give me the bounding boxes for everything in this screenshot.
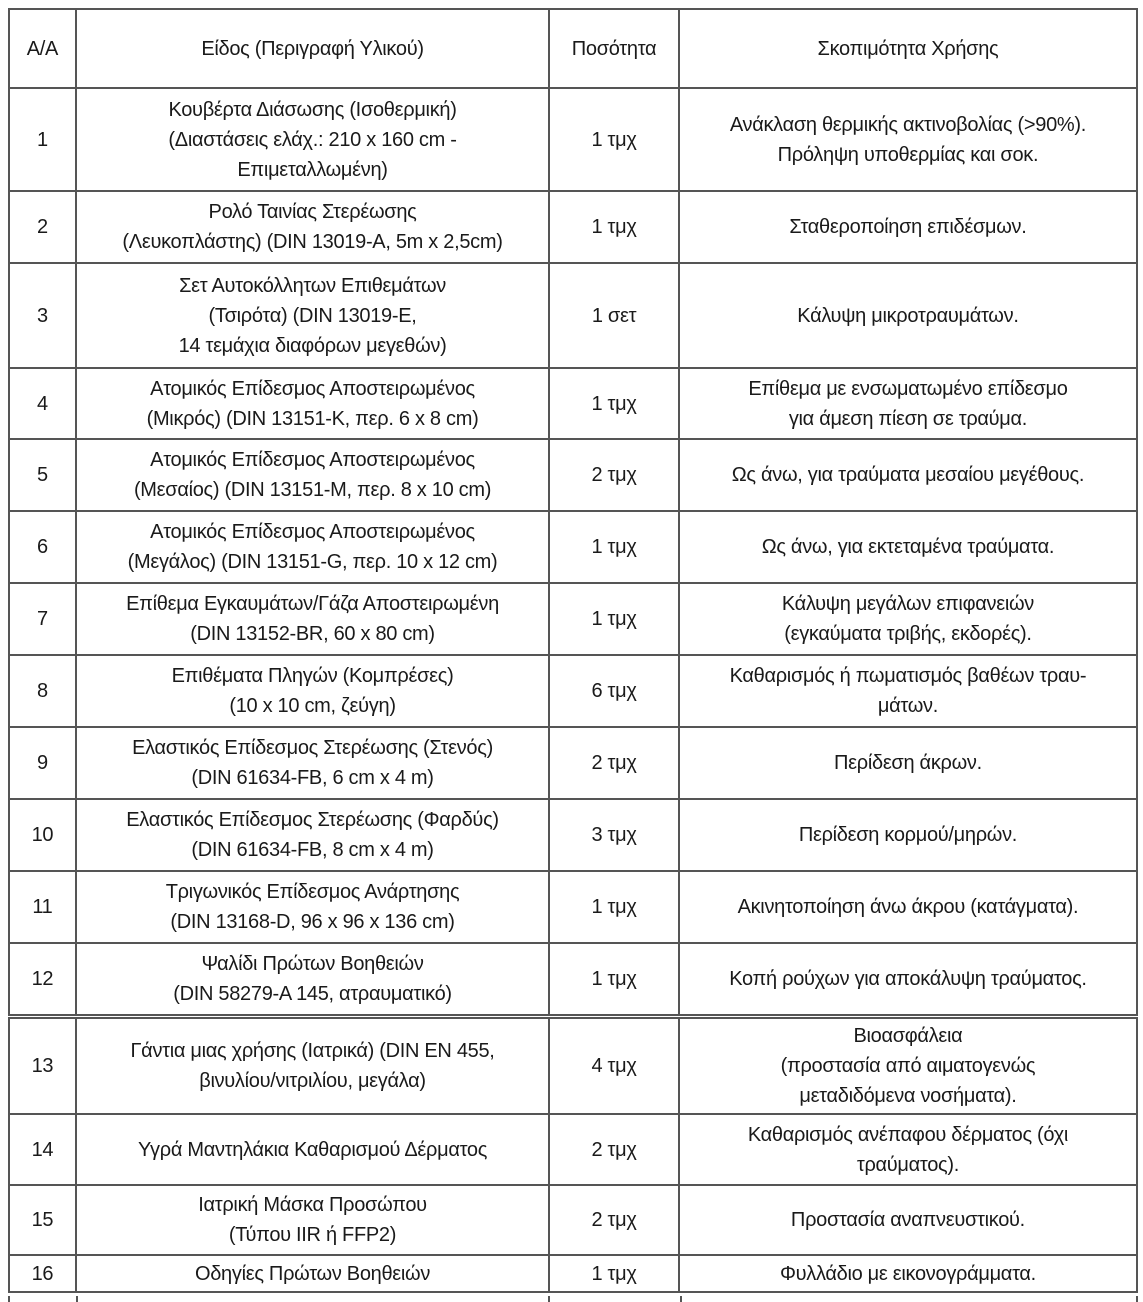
- table-row: 12 Ψαλίδι Πρώτων Βοηθειών (DIN 58279-A 14…: [8, 942, 1139, 1018]
- usage-purpose: Περίδεση άκρων.: [677, 726, 1139, 800]
- item-description: Επίθεμα Εγκαυμάτων/Γάζα Αποστειρωμένη (D…: [74, 582, 551, 656]
- row-number: 3: [8, 262, 77, 369]
- column-divider: [680, 1296, 682, 1302]
- row-number: 14: [8, 1113, 77, 1186]
- quantity: 1 τμχ: [548, 870, 680, 944]
- table-row: 14 Υγρά Μαντηλάκια Καθαρισμού Δέρματος 2 τ…: [8, 1113, 1139, 1186]
- row-number: 11: [8, 870, 77, 944]
- table-row: 6 Ατομικός Επίδεσμος Αποστειρωμένος (Μεγά…: [8, 510, 1139, 584]
- usage-purpose: Σταθεροποίηση επιδέσμων.: [677, 190, 1139, 264]
- table-row: 16 Οδηγίες Πρώτων Βοηθειών 1 τμχ Φυλλάδιο μ…: [8, 1254, 1139, 1293]
- item-description: Οδηγίες Πρώτων Βοηθειών: [74, 1254, 551, 1293]
- column-divider: [8, 1296, 10, 1302]
- item-description: Ατομικός Επίδεσμος Αποστειρωμένος (Μικρό…: [74, 367, 551, 440]
- row-number: 2: [8, 190, 77, 264]
- usage-purpose: Επίθεμα με ενσωματωμένο επίδεσμο για άμε…: [677, 367, 1139, 440]
- table-row: 10 Ελαστικός Επίδεσμος Στερέωσης (Φαρδύς)…: [8, 798, 1139, 872]
- table-row: 15 Ιατρική Μάσκα Προσώπου (Τύπου IIR ή FF…: [8, 1184, 1139, 1256]
- quantity: 2 τμχ: [548, 726, 680, 800]
- item-description: Ψαλίδι Πρώτων Βοηθειών (DIN 58279-A 145,…: [74, 942, 551, 1018]
- item-description: Κουβέρτα Διάσωσης (Ισοθερμική) (Διαστάσε…: [74, 87, 551, 192]
- table-row: 4 Ατομικός Επίδεσμος Αποστειρωμένος (Μικρ…: [8, 367, 1139, 440]
- row-number: 7: [8, 582, 77, 656]
- table-row: 1 Κουβέρτα Διάσωσης (Ισοθερμική) (Διαστάσ…: [8, 87, 1139, 192]
- table-row: 13 Γάντια μιας χρήσης (Ιατρικά) (DIN EN 4…: [8, 1014, 1139, 1115]
- table-row: 5 Ατομικός Επίδεσμος Αποστειρωμένος (Μεσα…: [8, 438, 1139, 512]
- first-aid-kit-table: Α/Α Είδος (Περιγραφή Υλικού) Ποσότητα Σκ…: [8, 8, 1139, 1293]
- header-quantity: Ποσότητα: [548, 8, 680, 89]
- usage-purpose: Ως άνω, για τραύματα μεσαίου μεγέθους.: [677, 438, 1139, 512]
- item-description: Επιθέματα Πληγών (Κομπρέσες) (10 x 10 cm…: [74, 654, 551, 728]
- table-row: 9 Ελαστικός Επίδεσμος Στερέωσης (Στενός) …: [8, 726, 1139, 800]
- header-purpose: Σκοπιμότητα Χρήσης: [677, 8, 1139, 89]
- quantity: 3 τμχ: [548, 798, 680, 872]
- table-continuation: [0, 1296, 1143, 1302]
- table-row: 2 Ρολό Ταινίας Στερέωσης (Λευκοπλάστης) (…: [8, 190, 1139, 264]
- item-description: Γάντια μιας χρήσης (Ιατρικά) (DIN EN 455…: [74, 1014, 551, 1115]
- column-divider: [76, 1296, 78, 1302]
- usage-purpose: Καθαρισμός ανέπαφου δέρματος (όχι τραύμα…: [677, 1113, 1139, 1186]
- quantity: 2 τμχ: [548, 1184, 680, 1256]
- usage-purpose: Ως άνω, για εκτεταμένα τραύματα.: [677, 510, 1139, 584]
- row-number: 12: [8, 942, 77, 1018]
- quantity: 1 τμχ: [548, 510, 680, 584]
- table-row: 8 Επιθέματα Πληγών (Κομπρέσες) (10 x 10 c…: [8, 654, 1139, 728]
- column-divider: [1136, 1296, 1138, 1302]
- header-row: Α/Α Είδος (Περιγραφή Υλικού) Ποσότητα Σκ…: [8, 8, 1139, 89]
- usage-purpose: Βιοασφάλεια (προστασία από αιματογενώς μ…: [677, 1014, 1139, 1115]
- row-number: 10: [8, 798, 77, 872]
- header-item: Είδος (Περιγραφή Υλικού): [74, 8, 551, 89]
- row-number: 9: [8, 726, 77, 800]
- quantity: 1 τμχ: [548, 1254, 680, 1293]
- row-number: 8: [8, 654, 77, 728]
- column-divider: [548, 1296, 550, 1302]
- item-description: Τριγωνικός Επίδεσμος Ανάρτησης (DIN 1316…: [74, 870, 551, 944]
- usage-purpose: Κάλυψη μεγάλων επιφανειών (εγκαύματα τρι…: [677, 582, 1139, 656]
- quantity: 1 τμχ: [548, 190, 680, 264]
- row-number: 6: [8, 510, 77, 584]
- quantity: 2 τμχ: [548, 438, 680, 512]
- header-number: Α/Α: [8, 8, 77, 89]
- row-number: 4: [8, 367, 77, 440]
- row-number: 5: [8, 438, 77, 512]
- usage-purpose: Καθαρισμός ή πωματισμός βαθέων τραυ- μάτ…: [677, 654, 1139, 728]
- quantity: 2 τμχ: [548, 1113, 680, 1186]
- item-description: Ατομικός Επίδεσμος Αποστειρωμένος (Μεγάλ…: [74, 510, 551, 584]
- usage-purpose: Ανάκλαση θερμικής ακτινοβολίας (>90%). Π…: [677, 87, 1139, 192]
- row-number: 1: [8, 87, 77, 192]
- item-description: Ατομικός Επίδεσμος Αποστειρωμένος (Μεσαί…: [74, 438, 551, 512]
- item-description: Ρολό Ταινίας Στερέωσης (Λευκοπλάστης) (D…: [74, 190, 551, 264]
- quantity: 1 τμχ: [548, 367, 680, 440]
- table-row: 3 Σετ Αυτοκόλλητων Επιθεμάτων (Τσιρότα) (…: [8, 262, 1139, 369]
- row-number: 13: [8, 1014, 77, 1115]
- usage-purpose: Προστασία αναπνευστικού.: [677, 1184, 1139, 1256]
- table-row: 11 Τριγωνικός Επίδεσμος Ανάρτησης (DIN 13…: [8, 870, 1139, 944]
- quantity: 6 τμχ: [548, 654, 680, 728]
- item-description: Σετ Αυτοκόλλητων Επιθεμάτων (Τσιρότα) (D…: [74, 262, 551, 369]
- quantity: 1 σετ: [548, 262, 680, 369]
- usage-purpose: Περίδεση κορμού/μηρών.: [677, 798, 1139, 872]
- usage-purpose: Φυλλάδιο με εικονογράμματα.: [677, 1254, 1139, 1293]
- usage-purpose: Κοπή ρούχων για αποκάλυψη τραύματος.: [677, 942, 1139, 1018]
- table-row: 7 Επίθεμα Εγκαυμάτων/Γάζα Αποστειρωμένη (…: [8, 582, 1139, 656]
- quantity: 1 τμχ: [548, 942, 680, 1018]
- item-description: Ελαστικός Επίδεσμος Στερέωσης (Φαρδύς) (…: [74, 798, 551, 872]
- row-number: 15: [8, 1184, 77, 1256]
- item-description: Ελαστικός Επίδεσμος Στερέωσης (Στενός) (…: [74, 726, 551, 800]
- usage-purpose: Ακινητοποίηση άνω άκρου (κατάγματα).: [677, 870, 1139, 944]
- item-description: Ιατρική Μάσκα Προσώπου (Τύπου IIR ή FFP2…: [74, 1184, 551, 1256]
- quantity: 1 τμχ: [548, 582, 680, 656]
- usage-purpose: Κάλυψη μικροτραυμάτων.: [677, 262, 1139, 369]
- quantity: 4 τμχ: [548, 1014, 680, 1115]
- item-description: Υγρά Μαντηλάκια Καθαρισμού Δέρματος: [74, 1113, 551, 1186]
- quantity: 1 τμχ: [548, 87, 680, 192]
- row-number: 16: [8, 1254, 77, 1293]
